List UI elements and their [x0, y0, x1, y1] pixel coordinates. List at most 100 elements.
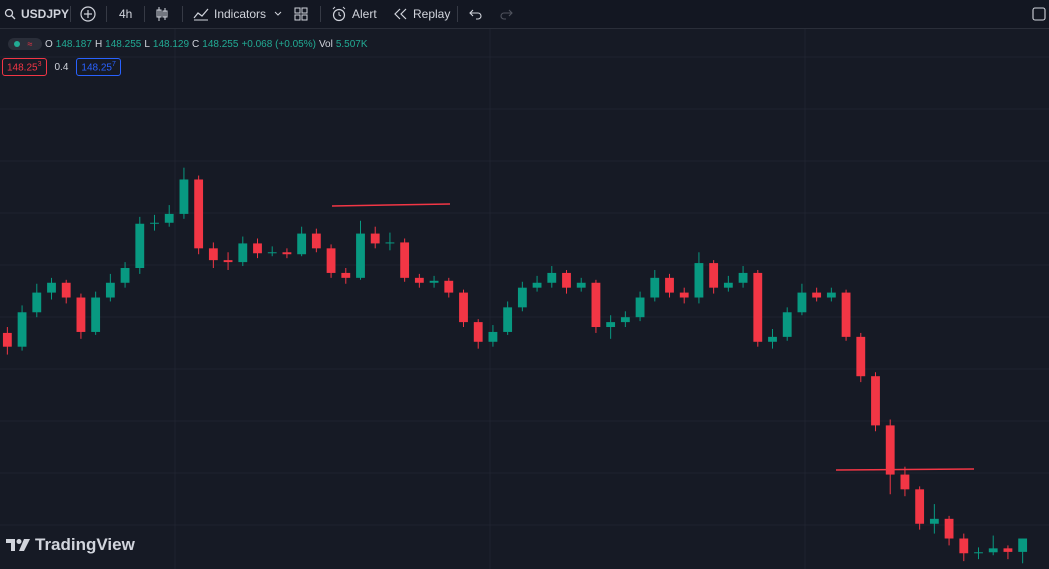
candle-body	[105, 282, 115, 298]
candle-body	[753, 272, 763, 342]
candles	[2, 167, 1028, 564]
candle-body	[974, 552, 983, 554]
candle-body	[341, 272, 351, 278]
bid-price: 148.25	[7, 62, 38, 74]
ask-fraction: 7	[112, 61, 116, 68]
chart-type-button[interactable]	[155, 6, 169, 34]
separator	[182, 6, 183, 22]
high-value: 148.255	[105, 38, 142, 50]
candle-body	[400, 242, 410, 278]
volume-value: 5.507K	[335, 38, 368, 50]
candle-body	[282, 252, 292, 255]
candle-body	[885, 425, 895, 475]
volume-label: Vol	[318, 38, 333, 50]
candle-body	[179, 179, 189, 214]
ohlc-legend: ≈ O 148.187 H 148.255 L 148.129 C 148.255 +0…	[8, 38, 368, 50]
separator	[457, 6, 458, 22]
indicators-button[interactable]: Indicators	[193, 0, 266, 28]
candle-body	[841, 292, 851, 337]
candle-body	[238, 243, 248, 263]
candle-body	[797, 292, 807, 313]
candle-body	[517, 287, 527, 308]
candle-body	[665, 277, 674, 293]
candle-body	[915, 489, 925, 524]
candle-body	[562, 272, 571, 288]
symbol-search[interactable]: USDJPY	[4, 0, 69, 28]
redo-button[interactable]	[499, 8, 513, 36]
replay-button[interactable]: Replay	[394, 0, 450, 28]
indicators-label: Indicators	[214, 7, 267, 21]
candle-body	[679, 292, 689, 298]
candle-body	[606, 322, 616, 328]
interval-button[interactable]: 4h	[119, 0, 132, 28]
candle-body	[17, 312, 27, 347]
candle-body	[61, 282, 71, 298]
candle-body	[782, 312, 792, 337]
candle-body	[459, 292, 468, 323]
candle-body	[2, 332, 12, 347]
low-label: L	[144, 38, 150, 50]
candle-body	[900, 474, 910, 490]
open-value: 148.187	[55, 38, 92, 50]
drawn-trend-line[interactable]	[331, 203, 451, 207]
candle-body	[959, 538, 969, 554]
candle-body	[311, 233, 321, 249]
candle-body	[414, 277, 424, 283]
templates-button[interactable]	[294, 7, 308, 35]
search-icon	[4, 8, 16, 20]
open-label: O	[45, 38, 53, 50]
candle-body	[429, 280, 439, 283]
candle-body	[650, 277, 660, 298]
candle-body	[826, 292, 836, 298]
quotes: 148.253 0.4 148.257	[2, 58, 121, 77]
candle-body	[473, 322, 483, 342]
candle-body	[988, 548, 998, 553]
separator	[70, 6, 71, 22]
bid-fraction: 3	[37, 61, 42, 68]
candle-body	[488, 331, 498, 342]
high-label: H	[94, 38, 103, 50]
undo-button[interactable]	[469, 8, 483, 36]
drawn-trend-line[interactable]	[835, 468, 975, 471]
toolbar: USDJPY 4h Indicators Alert Replay	[0, 0, 1049, 29]
close-value: 148.255	[202, 38, 239, 50]
sell-button[interactable]: 148.253	[2, 58, 47, 77]
candle-body	[532, 282, 542, 288]
candle-body	[503, 307, 513, 332]
separator	[106, 6, 107, 22]
ask-price: 148.25	[81, 62, 112, 74]
candle-body	[620, 317, 630, 323]
candle-body	[194, 179, 204, 249]
alert-button[interactable]: Alert	[331, 0, 377, 28]
interval: 4h	[119, 7, 133, 21]
indicators-icon	[193, 8, 209, 21]
buy-button[interactable]: 148.257	[76, 58, 121, 77]
candle-body	[120, 268, 130, 283]
close-label: C	[192, 38, 200, 50]
fullscreen-button[interactable]	[1032, 7, 1046, 35]
candle-body	[871, 376, 880, 426]
candle-body	[444, 280, 454, 293]
candle-body	[812, 292, 822, 298]
symbol: USDJPY	[21, 7, 70, 21]
candle-body	[1003, 548, 1013, 552]
candle-body	[547, 272, 557, 283]
candle-body	[929, 518, 939, 524]
compare-button[interactable]	[80, 6, 96, 34]
candle-body	[208, 248, 218, 261]
candle-body	[164, 213, 174, 223]
candle-body	[253, 243, 262, 254]
separator	[144, 6, 145, 22]
chart	[0, 29, 1049, 569]
candle-body	[738, 272, 748, 283]
candle-body	[1018, 538, 1028, 552]
candle-body	[576, 282, 586, 288]
status-badge: ≈	[8, 38, 42, 50]
candle-body	[723, 282, 733, 288]
candle-body	[326, 248, 336, 273]
dropdown-arrow[interactable]	[274, 10, 282, 38]
candle-body	[856, 336, 866, 377]
candle-body	[635, 297, 645, 318]
candle-body	[768, 336, 777, 342]
candle-body	[91, 297, 101, 332]
